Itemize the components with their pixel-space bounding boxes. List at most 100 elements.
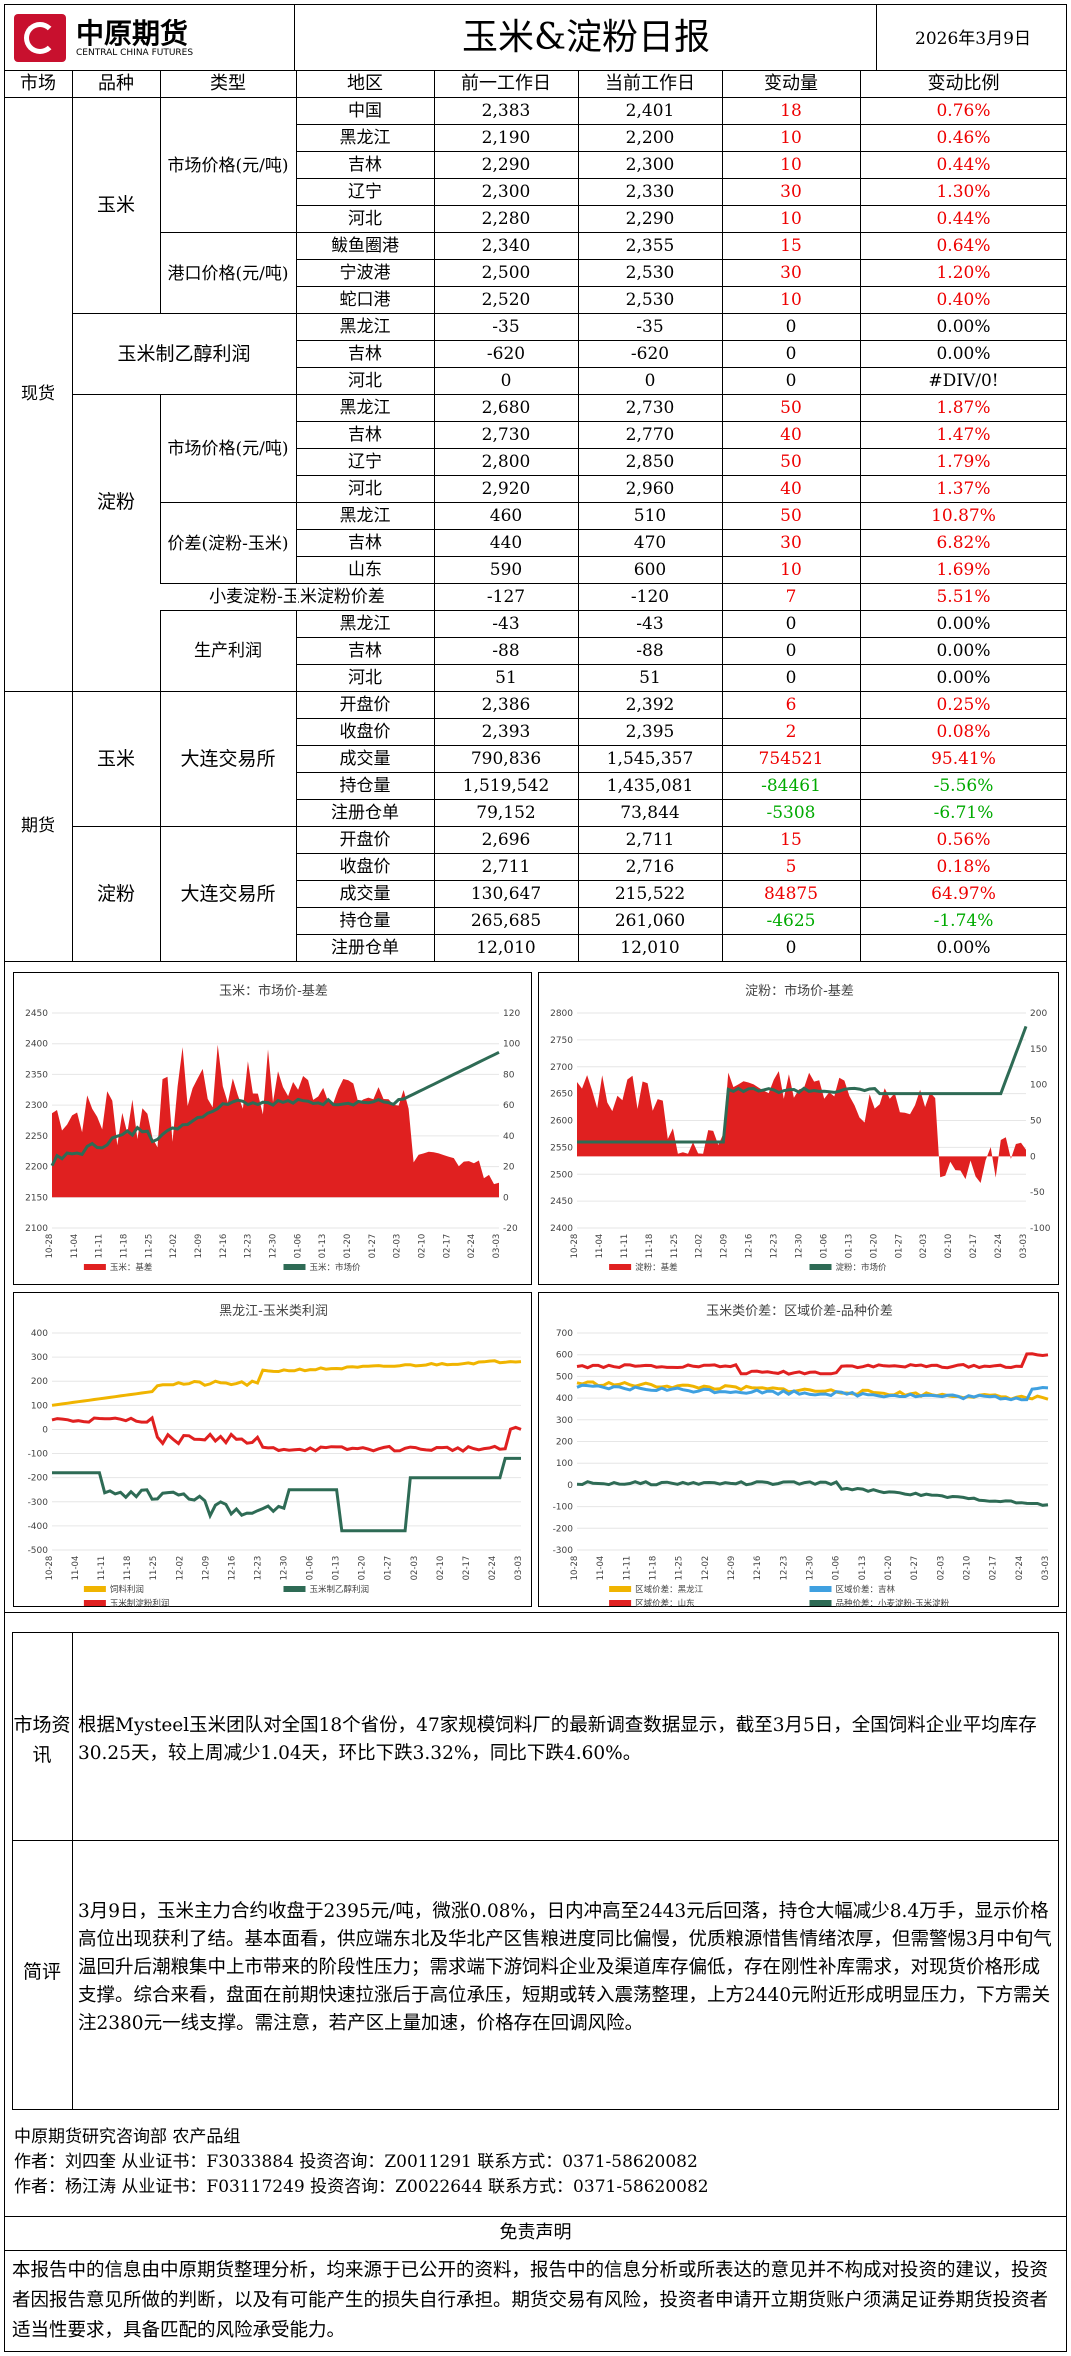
cell-chg: -4625 — [766, 910, 816, 931]
x-tick: 11-11 — [620, 1234, 630, 1259]
type-spread: 价差(淀粉-玉米) — [167, 533, 289, 554]
cell-cur: 261,060 — [614, 910, 686, 931]
cell-chg: 5 — [785, 856, 797, 877]
variety-corn: 玉米 — [96, 194, 135, 216]
cell-pct: 0.00% — [936, 640, 991, 661]
x-tick: 01-20 — [884, 1556, 894, 1581]
cell-region: 黑龙江 — [339, 316, 391, 337]
cell-chg: 0 — [785, 667, 797, 688]
x-tick: 10-28 — [570, 1556, 580, 1581]
y-tick-left: 500 — [556, 1372, 573, 1382]
cell-region: 鲅鱼圈港 — [331, 235, 399, 256]
x-tick: 02-17 — [969, 1234, 979, 1259]
cell-pct: 0.00% — [936, 316, 991, 337]
y-tick-left: 400 — [556, 1394, 573, 1404]
cell-prev: 790,836 — [470, 748, 542, 769]
y-tick-left: 200 — [556, 1438, 573, 1448]
x-tick: 12-30 — [269, 1234, 279, 1259]
x-tick: 11-25 — [675, 1556, 685, 1581]
x-tick: 12-30 — [280, 1556, 290, 1581]
y-tick-right: 150 — [1030, 1045, 1047, 1055]
x-tick: 01-20 — [358, 1556, 368, 1581]
cell-chg: 0 — [785, 937, 797, 958]
cell-cur: 1,545,357 — [606, 748, 694, 769]
y-tick-right: -20 — [503, 1224, 518, 1234]
cell-cur: 2,290 — [625, 208, 675, 229]
x-tick: 02-24 — [994, 1234, 1004, 1259]
cell-region: 黑龙江 — [339, 397, 391, 418]
legend-label: 区域价差：吉林 — [836, 1584, 896, 1595]
type-corn-market: 市场价格(元/吨) — [167, 155, 289, 176]
cell-region: 河北 — [348, 478, 382, 499]
y-tick-left: 2450 — [550, 1197, 573, 1207]
cell-region: 河北 — [348, 370, 382, 391]
cell-chg: 30 — [780, 262, 802, 283]
cell-prev: 2,190 — [481, 127, 531, 148]
x-tick: 02-24 — [1015, 1556, 1025, 1581]
x-tick: 02-03 — [936, 1556, 946, 1581]
cell-cur: 2,300 — [625, 154, 675, 175]
price-line — [577, 1025, 1028, 1144]
cell-region: 山东 — [348, 559, 382, 580]
cell-prev: 2,383 — [481, 100, 531, 121]
disclaimer-title: 免责声明 — [499, 2222, 572, 2243]
cell-pct: 64.97% — [931, 883, 996, 904]
x-tick: 01-13 — [332, 1556, 342, 1581]
cell-prev: 1,519,542 — [462, 775, 550, 796]
cell-prev: 0 — [500, 370, 512, 391]
x-tick: 01-13 — [318, 1234, 328, 1259]
cell-region: 吉林 — [348, 640, 382, 661]
x-tick: 01-13 — [858, 1556, 868, 1581]
cell-prev: 265,685 — [470, 910, 542, 931]
profit-line — [51, 1415, 522, 1453]
x-tick: 03-03 — [1019, 1234, 1029, 1259]
cell-cur: 2,530 — [625, 262, 675, 283]
y-tick-left: 2250 — [25, 1132, 48, 1142]
report-frame — [4, 4, 1067, 2352]
cell-chg: 15 — [780, 235, 802, 256]
cell-region: 黑龙江 — [339, 613, 391, 634]
cell-pct: -1.74% — [933, 910, 994, 931]
x-tick: 03-03 — [492, 1234, 502, 1259]
y-tick-right: 200 — [1030, 1009, 1047, 1019]
cell-cur: 2,330 — [625, 181, 675, 202]
cell-cur: 2,770 — [625, 424, 675, 445]
cell-region: 吉林 — [348, 343, 382, 364]
x-tick: 11-18 — [120, 1234, 130, 1259]
cell-item: 收盘价 — [339, 856, 391, 877]
basis-area — [52, 1044, 499, 1198]
y-tick-left: 2400 — [25, 1040, 48, 1050]
cell-prev: 2,280 — [481, 208, 531, 229]
y-tick-left: -300 — [28, 1498, 49, 1508]
y-tick-right: 0 — [503, 1193, 509, 1203]
y-tick-right: 80 — [503, 1070, 515, 1080]
exchange-corn: 大连交易所 — [180, 747, 276, 770]
spread-line — [576, 1352, 1049, 1376]
chart-title: 淀粉：市场价-基差 — [745, 983, 854, 999]
cell-pct: 95.41% — [931, 748, 996, 769]
cell-region: 吉林 — [348, 532, 382, 553]
cell-region: 吉林 — [348, 424, 382, 445]
cell-prev: 2,711 — [481, 856, 531, 877]
cell-cur: 1,435,081 — [606, 775, 694, 796]
y-tick-left: 2650 — [550, 1090, 573, 1100]
x-tick: 11-11 — [622, 1556, 632, 1581]
cell-prev: 2,300 — [481, 181, 531, 202]
footer-author-1: 作者：刘四奎 从业证书：F3033884 投资咨询：Z0011291 联系方式：… — [14, 2152, 698, 2172]
x-tick: 03-03 — [1041, 1556, 1051, 1581]
x-tick: 02-03 — [410, 1556, 420, 1581]
legend-label: 区域价差：黑龙江 — [635, 1584, 704, 1595]
col-header: 地区 — [347, 72, 383, 94]
x-tick: 12-02 — [175, 1556, 185, 1581]
x-tick: 02-17 — [989, 1556, 999, 1581]
y-tick-right: 20 — [503, 1163, 515, 1173]
x-tick: 12-16 — [227, 1556, 237, 1581]
report-title: 玉米&淀粉日报 — [461, 17, 711, 58]
x-tick: 12-23 — [253, 1556, 263, 1581]
cell-chg: 10 — [780, 289, 802, 310]
x-tick: 12-02 — [695, 1234, 705, 1259]
y-tick-left: 2600 — [550, 1117, 573, 1127]
cell-chg: 18 — [780, 100, 802, 121]
cell-prev: 2,393 — [481, 721, 531, 742]
cell-pct: 0.25% — [936, 694, 991, 715]
